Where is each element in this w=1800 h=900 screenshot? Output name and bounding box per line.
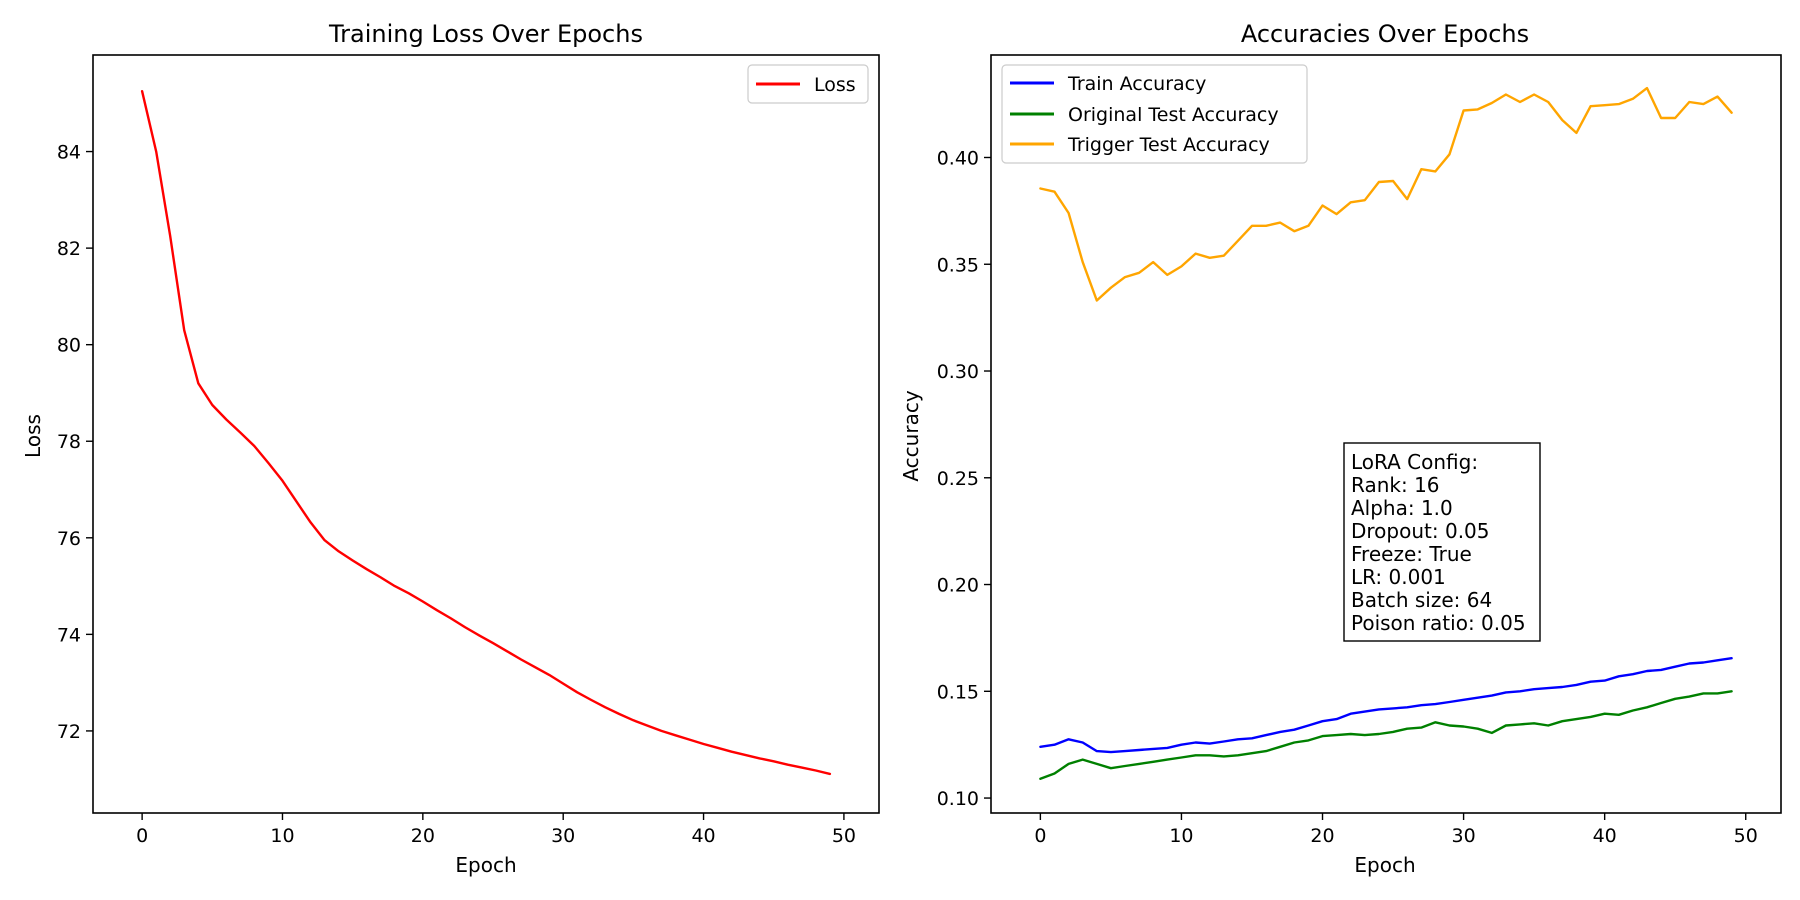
series-line-loss [140,89,832,776]
accuracy-chart-ticks: 0 10 20 30 40 50 0.10 0.15 0.20 0.25 0.30 0.35 0.40 [937,147,1758,847]
series-line-original-test-accuracy [1039,690,1733,780]
loss-xtick-label-20: 20 [411,825,435,847]
loss-ytick-label-82: 82 [57,238,81,260]
lora-config-line-7: Poison ratio: 0.05 [1351,611,1526,635]
loss-legend-label: Loss [814,74,856,96]
loss-ytick-label-78: 78 [57,431,81,453]
accuracy-ytick-label-0-20: 0.20 [937,575,979,597]
lora-config-annotation: LoRA Config: Rank: 16 Alpha: 1.0 Dropout… [1343,442,1541,642]
lora-config-line-3: Dropout: 0.05 [1351,519,1490,543]
series-line-trigger-test-accuracy [1039,86,1733,302]
loss-ytick-label-72: 72 [57,721,81,743]
lora-config-line-5: LR: 0.001 [1351,565,1446,589]
lora-config-box [1343,442,1541,642]
accuracy-xtick-label-0: 0 [1034,825,1046,847]
loss-chart-ticks: 0 10 20 30 40 50 72 74 76 78 80 82 84 [57,142,856,847]
accuracy-xtick-label-40: 40 [1593,825,1617,847]
accuracy-xtick-label-30: 30 [1451,825,1475,847]
accuracy-chart-ylabel: Accuracy [899,390,923,481]
loss-chart-title: Training Loss Over Epochs [328,20,643,48]
accuracy-chart-series [1039,86,1733,780]
accuracy-ytick-label-0-25: 0.25 [937,468,979,490]
loss-ytick-label-74: 74 [57,624,81,646]
accuracy-ytick-label-0-15: 0.15 [937,681,979,703]
accuracy-chart-legend: Train Accuracy Original Test Accuracy Tr… [1001,64,1308,164]
loss-ytick-label-76: 76 [57,528,81,550]
loss-chart-ylabel: Loss [21,414,45,458]
loss-xtick-label-0: 0 [136,825,148,847]
accuracy-xtick-label-50: 50 [1734,825,1758,847]
loss-xtick-label-30: 30 [551,825,575,847]
accuracy-ytick-label-0-35: 0.35 [937,254,979,276]
legend-label-original-test: Original Test Accuracy [1068,104,1279,126]
accuracy-ytick-label-0-10: 0.10 [937,788,979,810]
accuracy-chart: Accuracies Over Epochs 0 10 20 30 40 50 0.10 0.… [899,20,1782,877]
accuracy-ytick-label-0-30: 0.30 [937,361,979,383]
accuracy-chart-title: Accuracies Over Epochs [1241,20,1529,48]
lora-config-line-6: Batch size: 64 [1351,588,1492,612]
loss-chart-series [140,89,832,776]
accuracy-chart-xlabel: Epoch [1354,853,1415,877]
loss-chart: Training Loss Over Epochs 0 10 20 30 40 50 72 7… [21,20,880,877]
loss-xtick-label-40: 40 [691,825,715,847]
loss-legend-box [747,64,869,104]
loss-chart-frame [92,54,880,814]
lora-config-line-2: Alpha: 1.0 [1351,496,1453,520]
accuracy-chart-frame [990,54,1782,814]
accuracy-ytick-label-0-40: 0.40 [937,147,979,169]
accuracy-legend-box [1001,64,1308,164]
loss-chart-legend: Loss [747,64,869,104]
lora-config-line-4: Freeze: True [1351,542,1472,566]
legend-label-trigger-test: Trigger Test Accuracy [1067,134,1270,156]
legend-label-train: Train Accuracy [1067,73,1206,95]
lora-config-line-0: LoRA Config: [1351,450,1478,474]
loss-xtick-label-10: 10 [270,825,294,847]
loss-ytick-label-80: 80 [57,335,81,357]
accuracy-xtick-label-10: 10 [1169,825,1193,847]
accuracy-xtick-label-20: 20 [1310,825,1334,847]
lora-config-line-1: Rank: 16 [1351,473,1440,497]
series-line-train-accuracy [1039,657,1733,754]
loss-ytick-label-84: 84 [57,142,81,164]
loss-xtick-label-50: 50 [832,825,856,847]
loss-chart-xlabel: Epoch [455,853,516,877]
